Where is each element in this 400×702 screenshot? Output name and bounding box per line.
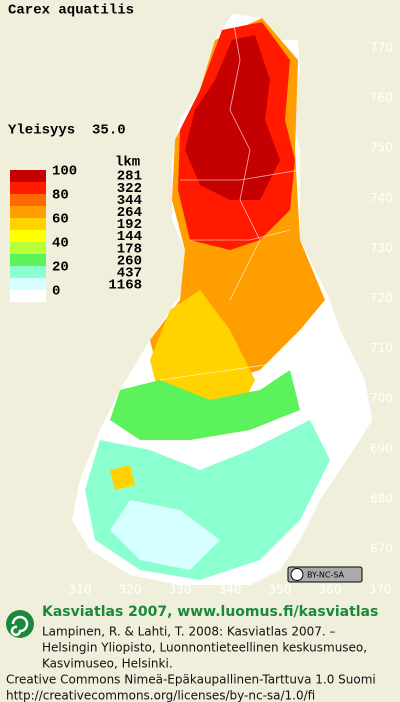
zone-green [110, 370, 300, 440]
northing-label: 700 [370, 391, 393, 405]
scale-label: 60 [52, 212, 69, 228]
legend-swatch [10, 194, 46, 206]
citation-line: Kasvimuseo, Helsinki. [42, 657, 173, 671]
logo-spiral [10, 615, 29, 637]
legend-swatch [10, 170, 46, 182]
easting-label: 360 [319, 583, 342, 597]
legend-swatch [10, 278, 46, 290]
footer: Kasviatlas 2007, www.luomus.fi/kasviatla… [6, 604, 378, 702]
citation-line: Helsingin Yliopisto, Luonnontieteellinen… [42, 641, 367, 655]
count-value: 192 [117, 217, 142, 233]
legend-swatch [10, 206, 46, 218]
species-name: Carex aquatilis [8, 3, 134, 19]
zone-darkred [185, 35, 280, 200]
easting-label: 330 [169, 583, 192, 597]
site-link[interactable]: Kasviatlas 2007, www.luomus.fi/kasviatla… [42, 604, 378, 620]
easting-label: 340 [219, 583, 242, 597]
zone-yellow-south [110, 465, 135, 490]
northing-label: 690 [370, 441, 393, 455]
license-line: Creative Commons Nimeä-Epäkaupallinen-Ta… [6, 673, 376, 687]
legend-swatch [10, 218, 46, 230]
legend-swatch [10, 254, 46, 266]
count-value: 344 [117, 193, 142, 209]
northing-label: 720 [370, 291, 393, 305]
northing-label: 740 [370, 191, 393, 205]
easting-label: 350 [269, 583, 292, 597]
easting-label: 320 [119, 583, 142, 597]
logo [6, 610, 34, 638]
easting-label: 310 [69, 583, 92, 597]
count-value: 260 [117, 253, 142, 269]
count-value: 144 [117, 229, 142, 245]
northing-label: 670 [370, 542, 393, 556]
northing-label: 750 [370, 141, 393, 155]
legend-swatch [10, 242, 46, 254]
license-badge: BY-NC-SA [287, 566, 363, 583]
count-header: lkm [115, 155, 140, 171]
scale-label: 0 [52, 284, 60, 300]
count-value: 178 [117, 241, 142, 257]
count-value: 322 [117, 181, 142, 197]
license-url[interactable]: http://creativecommons.org/licenses/by-n… [6, 689, 315, 702]
badge-box [287, 566, 363, 583]
scale-label: 80 [52, 188, 69, 204]
map [72, 13, 372, 585]
zone-lightcyan [110, 500, 220, 570]
frequency: Yleisyys 35.0 [8, 123, 126, 139]
legend: 100 80 60 40 20 0 2813223442641921441782604371… [10, 164, 142, 302]
northing-label: 770 [370, 41, 393, 55]
citation-line: Lampinen, R. & Lahti, T. 2008: Kasviatla… [42, 625, 336, 639]
northing-label: 730 [370, 241, 393, 255]
legend-swatch [10, 266, 46, 278]
count-value: 281 [117, 169, 142, 185]
scale-label: 20 [52, 260, 69, 276]
easting-label: 370 [369, 583, 392, 597]
badge-text: BY-NC-SA [307, 571, 345, 580]
legend-swatch [10, 230, 46, 242]
axes: 770 760 750 740 730 720 710 700 690 680 670 310 320 3… [69, 41, 393, 597]
scale-label: 100 [52, 164, 77, 180]
zone-yellow [150, 290, 255, 410]
scale-label: 40 [52, 236, 69, 252]
legend-swatch [10, 182, 46, 194]
legend-swatch [10, 290, 46, 302]
count-value: 264 [117, 205, 142, 221]
northing-label: 680 [370, 491, 393, 505]
region-borders [119, 13, 301, 451]
count-value: 1168 [108, 278, 142, 294]
cc-icon [290, 568, 304, 581]
northing-label: 760 [370, 91, 393, 105]
count-value: 437 [117, 266, 142, 282]
northing-label: 710 [370, 341, 393, 355]
